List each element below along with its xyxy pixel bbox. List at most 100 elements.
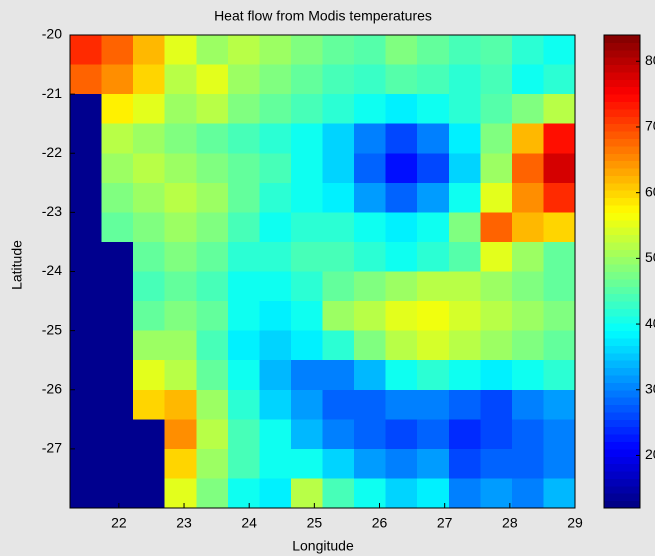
heat-cell xyxy=(448,123,481,154)
heat-cell xyxy=(259,419,292,450)
colorbar-swatch xyxy=(604,219,640,228)
y-tick-label: -22 xyxy=(42,144,62,160)
heat-cell xyxy=(417,448,450,479)
heat-cell xyxy=(70,389,103,420)
x-axis-label: Longitude xyxy=(292,538,354,554)
heat-cell xyxy=(101,419,134,450)
heat-cell xyxy=(164,448,197,479)
colorbar-tick-label: 60 xyxy=(645,183,655,199)
heat-cell xyxy=(480,153,513,184)
heat-cell xyxy=(70,153,103,184)
colorbar-swatch xyxy=(604,190,640,199)
heat-cell xyxy=(322,448,355,479)
heat-cell xyxy=(511,241,544,272)
heat-cell xyxy=(322,212,355,243)
heat-cell xyxy=(354,123,387,154)
heat-cell xyxy=(511,94,544,125)
heat-cell xyxy=(101,360,134,391)
heat-cell xyxy=(417,94,450,125)
x-tick-label: 25 xyxy=(307,515,323,531)
y-tick-label: -26 xyxy=(42,380,62,396)
heat-cell xyxy=(70,330,103,361)
colorbar-swatch xyxy=(604,57,640,66)
heat-cell xyxy=(164,64,197,95)
colorbar-swatch xyxy=(604,234,640,243)
heat-cell xyxy=(164,271,197,302)
colorbar-swatch xyxy=(604,478,640,487)
heat-cell xyxy=(259,212,292,243)
colorbar-swatch xyxy=(604,293,640,302)
heat-cell xyxy=(322,360,355,391)
heat-cell xyxy=(227,330,260,361)
heat-cell xyxy=(101,182,134,213)
heat-cell xyxy=(259,64,292,95)
heat-cell xyxy=(511,448,544,479)
heat-cell xyxy=(290,448,323,479)
heat-cell xyxy=(259,389,292,420)
colorbar-swatch xyxy=(604,323,640,332)
colorbar-swatch xyxy=(604,434,640,442)
heat-cell xyxy=(133,64,166,95)
heat-cell xyxy=(227,301,260,332)
colorbar-swatch xyxy=(604,94,640,103)
heat-cell xyxy=(164,241,197,272)
heat-cell xyxy=(227,448,260,479)
heat-cell xyxy=(133,271,166,302)
colorbar-swatch xyxy=(604,315,640,324)
heat-cell xyxy=(133,301,166,332)
colorbar-swatch xyxy=(604,463,640,472)
heat-cell xyxy=(164,330,197,361)
heat-cell xyxy=(70,360,103,391)
heat-cell xyxy=(448,241,481,272)
colorbar-swatch xyxy=(604,367,640,376)
heat-cell xyxy=(480,94,513,125)
heat-cell xyxy=(448,212,481,243)
colorbar-tick-label: 30 xyxy=(645,380,655,396)
heat-cell xyxy=(322,478,355,509)
heat-cell xyxy=(101,212,134,243)
heat-cell xyxy=(322,64,355,95)
heat-cell xyxy=(290,389,323,420)
heat-cell xyxy=(227,241,260,272)
heat-cell xyxy=(511,212,544,243)
heat-cell xyxy=(290,212,323,243)
colorbar-swatch xyxy=(604,42,640,51)
heat-cell xyxy=(543,241,576,272)
colorbar-swatch xyxy=(604,286,640,295)
heat-cell xyxy=(227,153,260,184)
heat-cell xyxy=(196,35,229,66)
heat-cell xyxy=(322,35,355,66)
heat-cell xyxy=(543,94,576,125)
heat-cell xyxy=(133,448,166,479)
colorbar-swatch xyxy=(604,249,640,258)
heat-cell xyxy=(133,212,166,243)
colorbar-swatch xyxy=(604,108,640,117)
colorbar-swatch xyxy=(604,49,640,58)
heat-cell xyxy=(511,478,544,509)
heat-cell xyxy=(543,389,576,420)
heat-cell xyxy=(259,35,292,66)
heat-cell xyxy=(196,330,229,361)
heat-cell xyxy=(511,64,544,95)
heat-cell xyxy=(164,94,197,125)
heat-cell xyxy=(70,271,103,302)
heat-cell xyxy=(290,360,323,391)
heat-cell xyxy=(448,419,481,450)
heat-cell xyxy=(385,271,418,302)
colorbar-swatch xyxy=(604,86,640,95)
colorbar-swatch xyxy=(604,456,640,465)
colorbar-swatch xyxy=(604,160,640,169)
heat-cell xyxy=(354,478,387,509)
x-tick-label: 28 xyxy=(502,515,518,531)
colorbar xyxy=(604,35,640,509)
colorbar-swatch xyxy=(604,441,640,450)
heat-cell xyxy=(227,478,260,509)
heat-cell xyxy=(196,448,229,479)
heat-cell xyxy=(164,35,197,66)
heatmap xyxy=(70,35,576,509)
heat-cell xyxy=(101,64,134,95)
heat-cell xyxy=(196,360,229,391)
heat-cell xyxy=(448,389,481,420)
colorbar-tick-label: 50 xyxy=(645,249,655,265)
heat-cell xyxy=(511,389,544,420)
